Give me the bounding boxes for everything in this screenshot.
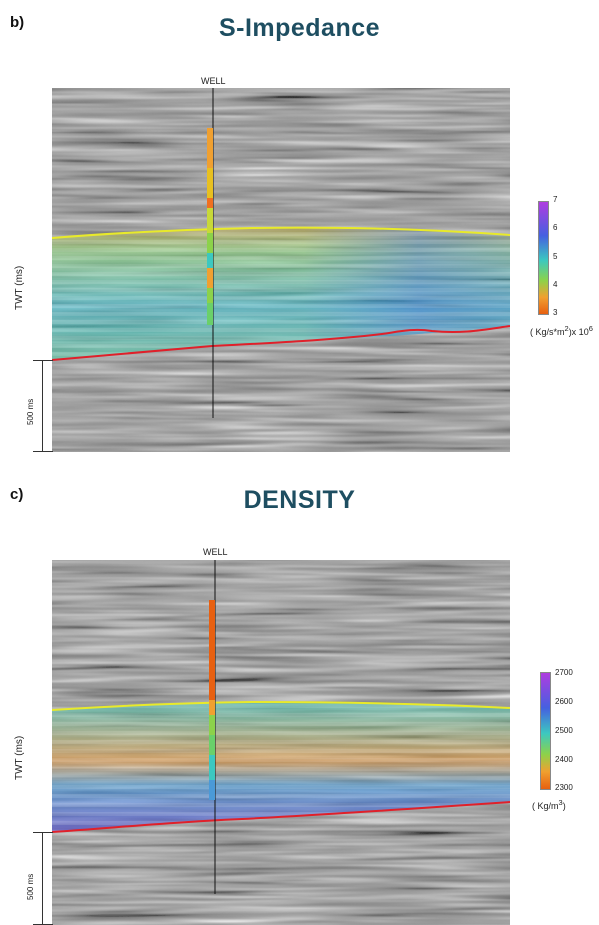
y-axis-label: TWT (ms) <box>14 265 25 310</box>
time-scale-label: 500 ms <box>26 398 35 425</box>
panel-title-density: DENSITY <box>243 486 356 514</box>
colorbar-tick: 6 <box>553 223 558 232</box>
colorbar-tick: 4 <box>553 280 558 289</box>
panel-letter-b: b) <box>10 14 25 31</box>
panel-title-s-impedance: S-Impedance <box>218 14 381 42</box>
seismic-section-s-impedance <box>52 88 510 452</box>
colorbar-unit: ( Kg/m3) <box>532 798 566 811</box>
colorbar-unit: ( Kg/s*m2)x 106 <box>530 324 593 337</box>
top-horizon-line <box>52 226 510 239</box>
time-scale-label: 500 ms <box>26 873 35 900</box>
well-label: WELL <box>201 76 226 86</box>
top-horizon-line <box>52 700 510 711</box>
y-axis-label: TWT (ms) <box>14 735 25 780</box>
base-horizon-line <box>52 325 510 361</box>
colorbar-tick: 2700 <box>555 668 573 677</box>
colorbar-tick: 2500 <box>555 726 573 735</box>
colorbar-tick: 2300 <box>555 783 573 792</box>
well-log-track <box>209 600 215 800</box>
colorbar-density <box>540 672 551 790</box>
colorbar-tick: 7 <box>553 195 558 204</box>
colorbar-tick: 3 <box>553 308 558 317</box>
well-label: WELL <box>203 547 228 557</box>
time-scale-bar <box>33 832 53 925</box>
panel-letter-c: c) <box>10 486 24 503</box>
seismic-image <box>52 88 510 452</box>
colorbar-tick: 2600 <box>555 697 573 706</box>
time-scale-bar <box>33 360 53 452</box>
base-horizon-line <box>52 801 510 833</box>
well-log-track <box>207 128 213 325</box>
seismic-section-density <box>52 560 510 925</box>
colorbar-tick: 2400 <box>555 755 573 764</box>
colorbar-tick: 5 <box>553 252 558 261</box>
colorbar-s-impedance <box>538 201 549 315</box>
seismic-image <box>52 560 510 925</box>
